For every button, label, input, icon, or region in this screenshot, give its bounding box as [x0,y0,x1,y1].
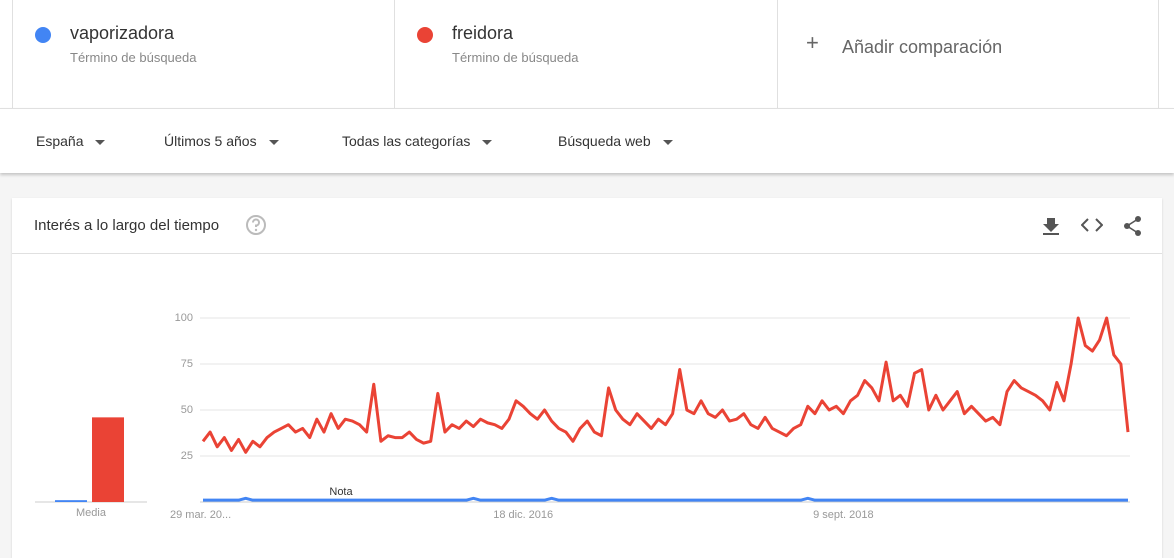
x-tick-label: 29 mar. 20... [170,509,231,521]
chart: Media 25 50 75 100 29 mar. 20... 18 dic. 2016… [35,312,1130,521]
filter-dropdown[interactable]: España [36,133,105,149]
term-type: Término de búsqueda [70,50,197,65]
filter-dropdown[interactable]: Búsqueda web [558,133,673,149]
y-tick-label: 50 [181,404,193,416]
annotation[interactable]: Nota [329,486,353,498]
add-comparison-label: Añadir comparación [842,37,1003,57]
plus-icon: + [806,30,819,55]
term-dot [35,27,51,43]
average-bar [92,417,124,502]
share-icon[interactable] [1123,215,1143,237]
filter-dropdown[interactable]: Todas las categorías [342,133,492,149]
term-name: vaporizadora [70,23,175,43]
interest-panel: Interés a lo largo del tiempo [12,198,1162,558]
y-tick-label: 25 [181,450,193,462]
y-tick-label: 100 [175,312,193,324]
page: vaporizadora Término de búsqueda freidor… [0,0,1174,546]
add-comparison[interactable]: + Añadir comparación [777,0,1159,108]
average-bar [55,500,87,502]
x-tick-label: 18 dic. 2016 [493,509,553,521]
y-tick-label: 75 [181,358,193,370]
comparison-bar: vaporizadora Término de búsqueda freidor… [0,0,1174,108]
x-tick-label: 9 sept. 2018 [813,509,874,521]
filter-dropdown[interactable]: Últimos 5 años [164,133,279,149]
term-type: Término de búsqueda [452,50,579,65]
term-card[interactable]: freidora Término de búsqueda [394,0,776,108]
term-card[interactable]: vaporizadora Término de búsqueda [12,0,394,108]
series-line [203,496,1128,502]
series-line [201,316,1130,454]
panel-header: Interés a lo largo del tiempo [12,198,1162,254]
term-name: freidora [452,23,514,43]
download-icon[interactable] [1042,216,1060,236]
term-dot [417,27,433,43]
help-icon[interactable] [245,214,267,236]
average-label: Media [76,507,107,519]
panel-title: Interés a lo largo del tiempo [34,217,220,234]
filter-bar: España Últimos 5 años Todas las categorí… [0,108,1174,173]
embed-icon[interactable] [1081,217,1103,233]
